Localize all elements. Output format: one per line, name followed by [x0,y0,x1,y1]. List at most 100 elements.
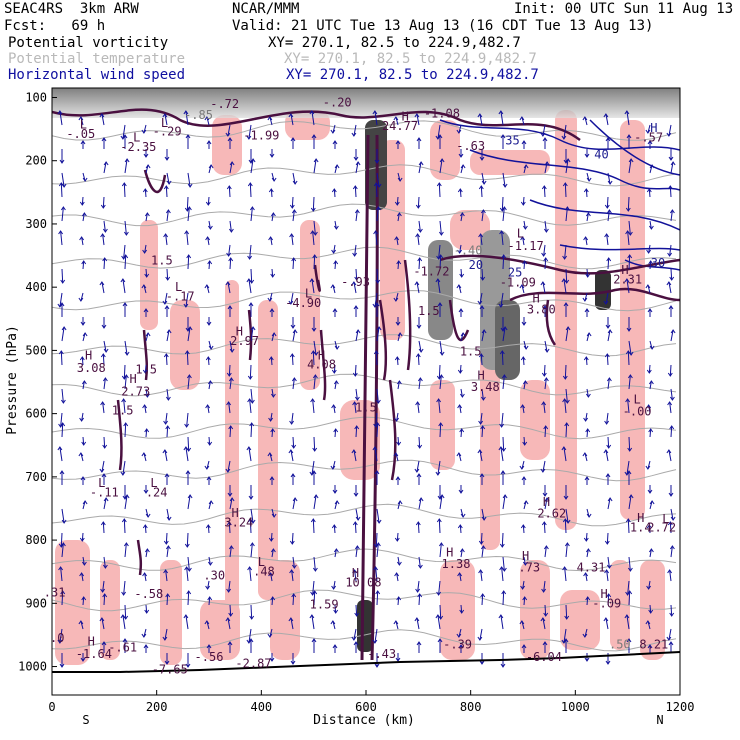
pv-contour [142,329,149,381]
wind-arrow [481,593,484,606]
wind-arrow-head [393,297,399,302]
wind-arrow [334,220,337,230]
wind-arrow [145,548,148,558]
wind-arrow [61,388,64,404]
wind-arrow [396,532,399,542]
wind-arrow-head [100,233,106,238]
wind-arrow-head [603,449,609,454]
wind-arrow-head [459,212,465,217]
wind-arrow [481,329,485,342]
wind-arrow-head [183,446,189,451]
wind-arrow [397,260,400,270]
wind-arrow [606,353,609,366]
wind-arrow-head [102,228,108,233]
endpoint-label-south: S [82,713,89,727]
wind-arrow-head [396,561,402,566]
contour-label: .24 [146,486,168,500]
pv-contour [319,329,327,401]
wind-arrow-head [480,545,486,550]
wind-arrow [166,209,169,222]
wind-arrow-head [394,572,400,577]
wind-arrow [60,182,63,198]
wind-arrow-head [606,377,612,382]
wind-arrow [145,268,148,278]
wind-arrow-head [625,230,631,235]
wind-arrow-head [522,380,528,385]
pink-blob [610,560,630,650]
wind-arrow-head [270,428,276,433]
wind-arrow-head [456,129,462,134]
wind-arrow-head [267,116,273,121]
wind-arrow [417,353,420,366]
wind-arrow [333,524,336,534]
theta-contour [52,164,677,187]
wind-arrow-head [603,617,609,622]
pink-blob [340,400,380,480]
wind-arrow-head [268,572,274,577]
wind-arrow-head [162,113,168,118]
wind-arrow [145,212,148,222]
wind-arrow [354,185,357,198]
wind-arrow [605,113,609,126]
wind-arrow [59,292,63,308]
wind-arrow [416,281,420,294]
wind-arrow [312,196,315,212]
wind-arrow [271,212,274,222]
contour-label: 1.5 [460,345,482,359]
wind-arrow-head [624,614,630,619]
pink-blob [55,540,90,665]
wind-arrow-head [522,225,528,230]
wind-arrow-head [395,476,401,481]
wind-arrow [626,614,630,630]
wind-arrow [124,220,127,236]
wind-arrow [480,353,483,366]
wind-arrow [60,350,63,366]
y-tick-label: 500 [25,343,47,357]
wind-arrow-head [562,255,568,260]
wind-arrow [185,110,189,126]
wind-arrow [122,278,126,294]
wind-arrow-head [59,302,65,307]
wind-arrow-head [163,185,169,190]
wind-arrow-head [543,612,549,617]
wind-arrow [207,524,210,534]
wind-arrow-head [544,348,550,353]
wind-arrow [439,158,443,174]
wind-arrow-head [543,257,549,262]
wind-arrow-head [607,497,613,502]
wind-arrow-head [81,380,87,385]
wind-arrow-head [418,161,424,166]
wind-arrow-head [185,134,191,139]
wind-arrow [81,572,84,582]
wind-arrow [103,497,107,510]
wind-arrow [416,460,420,473]
contour-label: H [532,292,539,306]
x-tick-label: 1000 [561,700,590,714]
wind-arrow-head [439,494,445,499]
wind-arrow-head [82,500,88,505]
y-tick-label: 100 [25,90,47,104]
wind-arrow [82,260,85,270]
wind-arrow-head [121,518,127,523]
wind-arrow [60,412,63,428]
wind-arrow-head [543,228,549,233]
wind-arrow-head [61,326,67,331]
wind-arrow [164,449,168,462]
wind-arrow-head [205,356,211,361]
wind-arrow-head [480,209,486,214]
wind-arrow-head [414,468,420,473]
wind-arrow-head [628,494,634,499]
wind-arrow [61,508,65,524]
contour-label: H [85,348,92,362]
wind-arrow-head [249,422,255,427]
wind-arrow [438,244,441,260]
wind-arrow [374,292,378,308]
wind-arrow [565,604,568,620]
wind-arrow-head [163,540,169,545]
wind-arrow [374,628,378,644]
contour-label: 2.73 [121,385,150,399]
wind-arrow [355,425,358,438]
grey-core [428,240,453,340]
wind-arrow-head [647,308,653,313]
wind-arrow-head [606,209,612,214]
